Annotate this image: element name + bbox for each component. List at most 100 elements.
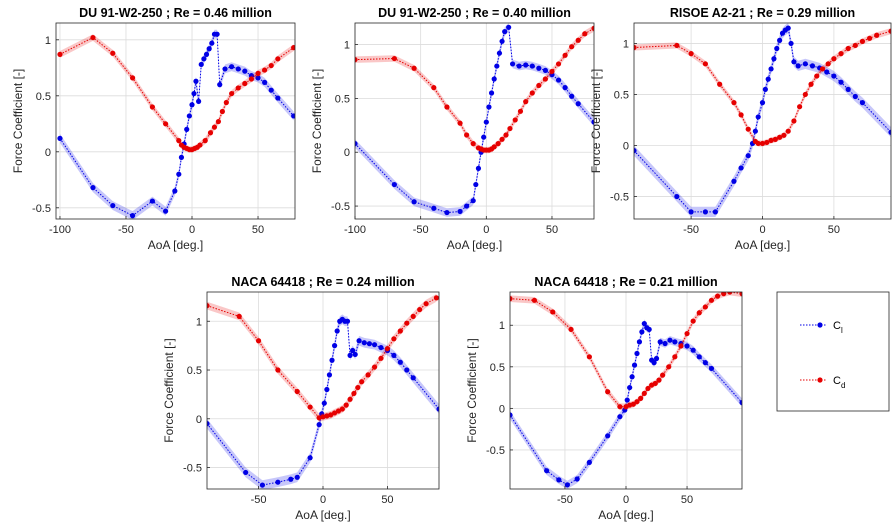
series-cd-point: [549, 68, 555, 75]
series-cd-point: [351, 390, 357, 397]
series-cd-point: [702, 61, 708, 67]
series-cd-point: [242, 80, 248, 87]
series-cl-point: [634, 148, 637, 154]
series-cl-point: [275, 95, 281, 101]
y-tick-label: 0: [623, 141, 629, 153]
series-cl-point: [569, 93, 575, 99]
series-cl-point: [242, 68, 248, 74]
series-layer: [355, 23, 594, 217]
legend-marker: [817, 322, 823, 328]
y-tick-label: 0.5: [490, 362, 505, 374]
series-cl-point: [544, 468, 550, 474]
series-cd-line: [207, 297, 437, 419]
series-cl-point: [506, 24, 512, 30]
series-cl-point: [809, 63, 816, 69]
series-cd-point: [582, 31, 588, 37]
series-cd-point: [866, 35, 873, 41]
series-cd-point: [645, 385, 651, 392]
series-cl-point: [201, 56, 207, 62]
series-cl-point: [762, 86, 768, 92]
series-cd-point: [838, 51, 844, 57]
series-cd-point: [197, 142, 203, 148]
series-cl-point: [356, 338, 362, 344]
series-cl-point: [361, 340, 367, 346]
series-cd-point: [714, 293, 721, 299]
x-tick-label: 50: [681, 494, 693, 506]
series-cl-point: [556, 477, 562, 483]
series-cd-point: [888, 28, 891, 34]
series-cl-point: [510, 412, 513, 418]
series-cd-point: [568, 326, 574, 333]
series-cl-point: [431, 205, 437, 211]
series-cl-point: [149, 198, 155, 204]
series-cd-point: [268, 62, 274, 69]
series-cd-point: [852, 42, 858, 49]
series-cd-point: [819, 66, 826, 72]
series-cl-point: [410, 375, 416, 381]
series-cd-point: [717, 81, 723, 87]
series-cl-point: [259, 482, 266, 488]
series-cl-point: [529, 63, 535, 69]
series-cl-point: [229, 64, 235, 70]
series-cl-point: [491, 76, 497, 82]
series-cd-point: [785, 128, 791, 134]
series-cd-point: [255, 70, 261, 76]
series-cd-point: [777, 134, 783, 140]
series-cd-point: [814, 73, 820, 79]
series-cd-point: [605, 389, 611, 395]
series-cd-point: [634, 44, 637, 51]
x-axis-label: AoA [deg.]: [295, 508, 350, 522]
series-cd-band: [634, 28, 891, 147]
series-cl-point: [324, 386, 330, 393]
series-cl-point: [759, 100, 766, 106]
series-cd-point: [529, 90, 535, 96]
series-cd-point: [772, 136, 778, 142]
series-cd-point: [731, 100, 737, 106]
series-cd-point: [586, 354, 592, 360]
series-cl-point: [186, 113, 192, 119]
series-cd-point: [523, 99, 529, 105]
series-cl-point: [859, 100, 866, 106]
series-cl-point: [189, 102, 195, 108]
series-cl-point: [562, 85, 568, 91]
series-cl-point: [831, 73, 837, 79]
series-cd-point: [831, 56, 837, 62]
series-cd-point: [411, 65, 417, 71]
series-cd-point: [708, 297, 715, 303]
series-cl-point: [745, 153, 751, 159]
series-cd-point: [355, 384, 361, 391]
x-tick-label: -100: [344, 224, 366, 236]
x-tick-label: 50: [381, 494, 393, 506]
series-cl-point: [352, 351, 358, 358]
series-cd-point: [759, 140, 766, 147]
series-cl-point: [321, 400, 327, 406]
series-cl-line: [634, 27, 891, 213]
series-cd-point: [202, 138, 208, 144]
y-tick-label: 1: [499, 320, 505, 332]
series-cl-point: [674, 193, 680, 200]
series-cl-point: [334, 328, 340, 334]
series-cd-point: [235, 85, 241, 91]
series-cd-point: [359, 379, 365, 385]
series-cl-point: [627, 384, 633, 391]
series-cd-point: [684, 330, 690, 337]
series-cd-point: [656, 377, 662, 383]
series-cl-point: [162, 208, 169, 214]
series-cl-point: [662, 340, 668, 347]
series-cd-point: [433, 295, 439, 301]
y-tick-label: -0.5: [486, 445, 505, 457]
series-cd-point: [207, 130, 214, 136]
series-cd-point: [791, 118, 797, 124]
series-cd-point: [555, 61, 562, 67]
series-cl-point: [488, 90, 495, 96]
series-cl-point: [667, 337, 673, 343]
series-cd-point: [536, 82, 542, 89]
series-cl-point: [564, 482, 570, 488]
series-cd-point: [874, 32, 880, 38]
y-tick-label: 0: [499, 403, 505, 415]
x-axis-label: AoA [deg.]: [735, 238, 790, 252]
series-cl-point: [470, 198, 476, 204]
x-tick-label: -50: [118, 224, 134, 236]
series-cl-point: [464, 203, 470, 209]
x-tick-label: 0: [189, 224, 195, 236]
